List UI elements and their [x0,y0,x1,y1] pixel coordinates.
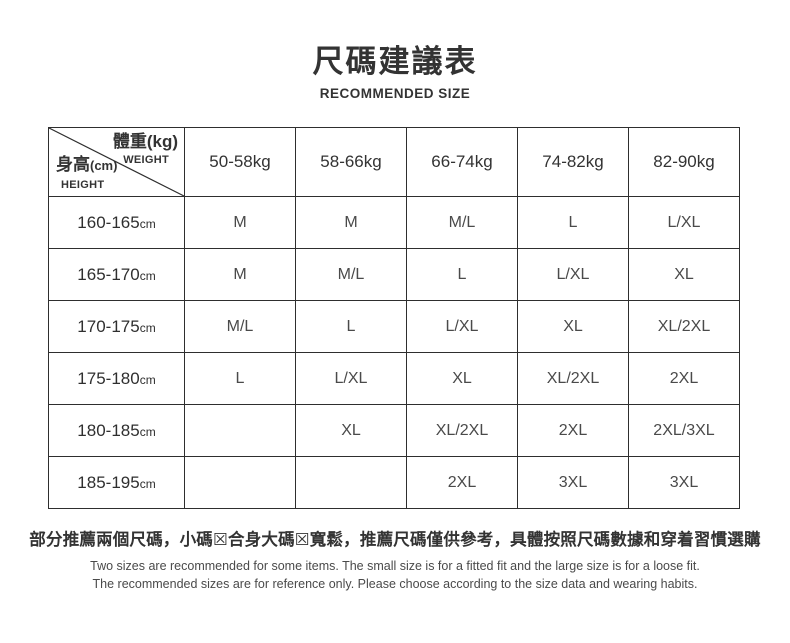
size-cell: L/XL [295,352,407,405]
size-cell: 3XL [517,456,629,509]
size-cell [184,404,296,457]
size-cell: M [184,196,296,249]
size-cell: L [517,196,629,249]
footer-note-en-line2: The recommended sizes are for reference … [92,576,698,591]
corner-weight-sublabel: WEIGHT [123,154,169,166]
size-cell: 2XL [406,456,518,509]
page-header: 尺碼建議表 RECOMMENDED SIZE [0,0,790,102]
size-cell: 2XL/3XL [628,404,740,457]
footer-note-en: Two sizes are recommended for some items… [0,558,790,593]
height-unit-label: cm [139,216,156,231]
diagonal-divider-line [49,128,184,196]
size-cell: XL/2XL [628,300,740,353]
size-cell: 3XL [628,456,740,509]
height-unit-label: cm [139,372,156,387]
height-unit-label: cm [139,320,156,335]
page-title: 尺碼建議表 [312,44,478,79]
size-cell: 2XL [517,404,629,457]
table-row: 165-170cm M M/L L L/XL XL [48,248,740,301]
height-row-label: 160-165cm [48,196,185,249]
size-table-body: 160-165cm M M M/L L L/XL 165-170cm M M/L L L/XL XL 1… [48,196,740,509]
size-cell: XL [628,248,740,301]
height-unit-label: cm [139,476,156,491]
height-row-label: 165-170cm [48,248,185,301]
corner-height-unit: (cm) [90,158,118,173]
corner-height-label: 身高(cm) [56,155,118,174]
table-row: 170-175cm M/L L L/XL XL XL/2XL [48,300,740,353]
weight-header-cell: 74-82kg [517,127,629,197]
table-row: 175-180cm L L/XL XL XL/2XL 2XL [48,352,740,405]
size-cell: M [184,248,296,301]
size-cell: XL [406,352,518,405]
size-cell: M/L [295,248,407,301]
height-row-label: 175-180cm [48,352,185,405]
size-cell: M [295,196,407,249]
table-row: 185-195cm 2XL 3XL 3XL [48,456,740,509]
size-cell: L [295,300,407,353]
corner-header-cell: 體重(kg) WEIGHT 身高(cm) HEIGHT [48,127,185,197]
size-cell: XL/2XL [406,404,518,457]
size-cell: L/XL [406,300,518,353]
size-cell: XL [295,404,407,457]
footer-note-en-line1: Two sizes are recommended for some items… [90,559,700,573]
weight-header-row: 體重(kg) WEIGHT 身高(cm) HEIGHT 50-58kg 58-66… [48,127,740,197]
size-cell: L/XL [517,248,629,301]
weight-header-cell: 58-66kg [295,127,407,197]
size-cell: 2XL [628,352,740,405]
size-cell [295,456,407,509]
size-cell [184,456,296,509]
height-row-label: 180-185cm [48,404,185,457]
size-cell: XL/2XL [517,352,629,405]
size-cell: XL [517,300,629,353]
footer-note-cn: 部分推薦兩個尺碼，小碼☒合身大碼☒寬鬆，推薦尺碼僅供參考，具體按照尺碼數據和穿着… [29,531,761,549]
weight-header-cell: 82-90kg [628,127,740,197]
height-unit-label: cm [139,424,156,439]
page-subtitle: RECOMMENDED SIZE [319,86,471,101]
size-cell: L [184,352,296,405]
size-recommendation-table: 體重(kg) WEIGHT 身高(cm) HEIGHT 50-58kg 58-66… [48,127,740,509]
size-cell: M/L [184,300,296,353]
corner-weight-label: 體重(kg) [112,132,178,151]
size-cell: L [406,248,518,301]
size-cell: M/L [406,196,518,249]
height-row-label: 185-195cm [48,456,185,509]
size-cell: L/XL [628,196,740,249]
corner-height-sublabel: HEIGHT [61,179,105,191]
weight-header-cell: 50-58kg [184,127,296,197]
table-row: 180-185cm XL XL/2XL 2XL 2XL/3XL [48,404,740,457]
height-row-label: 170-175cm [48,300,185,353]
weight-header-cell: 66-74kg [406,127,518,197]
height-unit-label: cm [139,268,156,283]
table-row: 160-165cm M M M/L L L/XL [48,196,740,249]
